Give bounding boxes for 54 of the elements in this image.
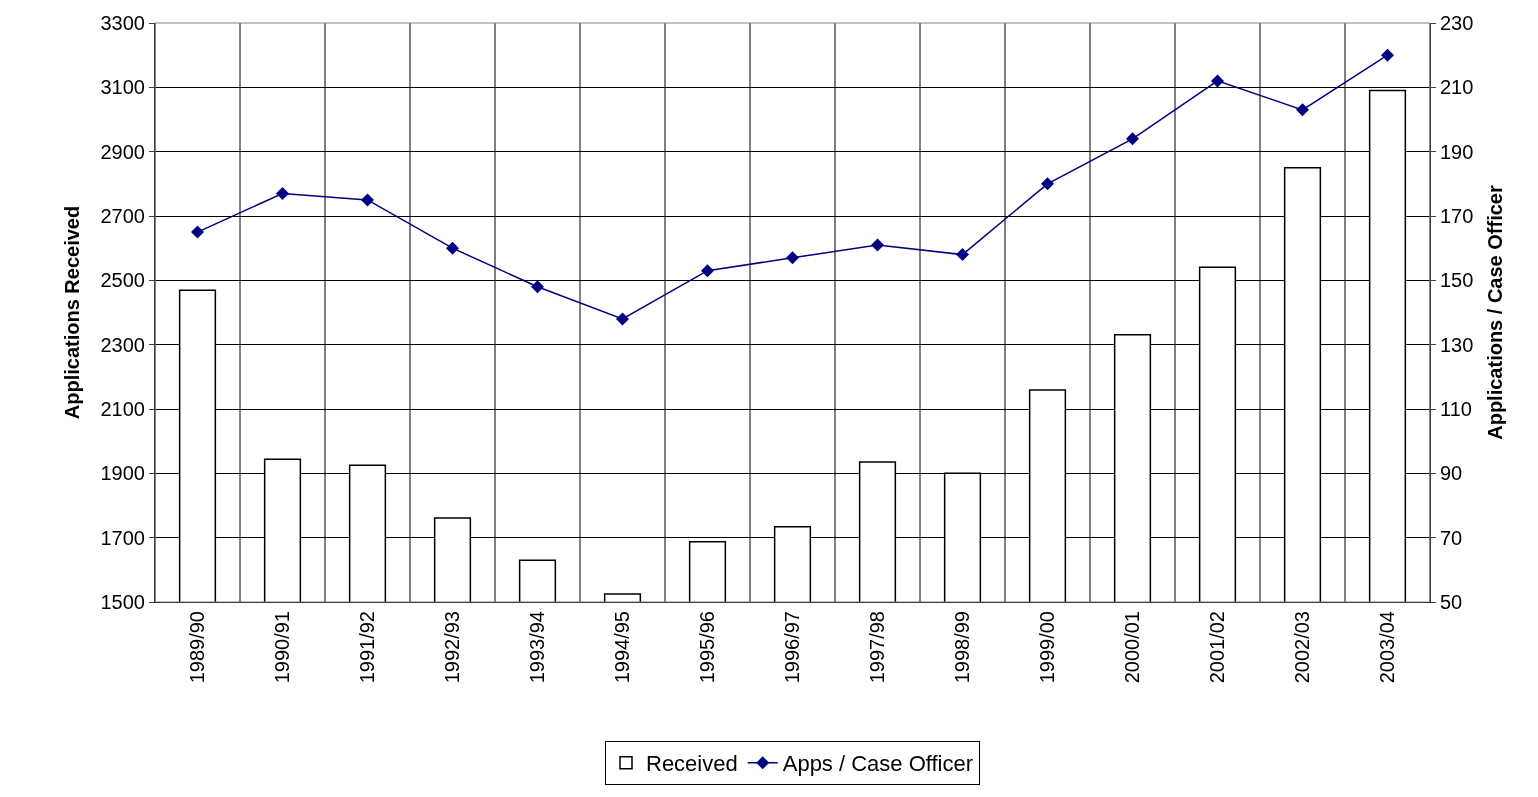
y2-tick-label: 70 <box>1440 526 1463 549</box>
x-tick-label: 1996/97 <box>781 611 803 684</box>
legend-label: Received <box>646 751 738 777</box>
y-tick-label: 2700 <box>100 205 145 227</box>
point <box>446 241 459 255</box>
y-tick-label: 1900 <box>100 462 145 485</box>
y2-tick-label: 230 <box>1440 12 1474 34</box>
y2-tick-label: 150 <box>1440 269 1474 292</box>
point <box>361 193 374 207</box>
y2-tick-label: 210 <box>1440 76 1474 99</box>
x-tick-label: 2003/04 <box>1376 611 1398 684</box>
y2-tick-label: 50 <box>1440 591 1463 613</box>
y2-tick-label: 190 <box>1440 140 1474 163</box>
point <box>1211 74 1224 88</box>
point <box>191 225 204 239</box>
x-tick-label: 1994/95 <box>611 611 633 684</box>
point <box>276 186 289 200</box>
y-tick-label: 1500 <box>100 591 145 613</box>
x-tick-label: 1990/91 <box>271 611 293 684</box>
y-tick-label: 2900 <box>100 140 145 163</box>
point <box>786 251 799 265</box>
point <box>701 264 714 278</box>
x-tick-label: 2002/03 <box>1291 611 1313 684</box>
y-axis-title: Applications Received <box>61 205 83 420</box>
x-tick-label: 2000/01 <box>1121 611 1143 684</box>
y2-tick-label: 110 <box>1440 398 1472 420</box>
y-tick-label: 2300 <box>100 333 145 356</box>
y-tick-label: 1700 <box>100 526 145 549</box>
x-tick-label: 1989/90 <box>186 611 208 684</box>
point <box>871 238 884 252</box>
y-tick-label: 3100 <box>100 76 145 99</box>
x-tick-label: 1999/00 <box>1036 611 1058 684</box>
point <box>1126 132 1139 146</box>
y2-axis-title: Applications / Case Officer <box>1483 185 1506 440</box>
point <box>956 248 969 262</box>
x-tick-label: 1992/93 <box>441 611 463 684</box>
point <box>1296 103 1309 117</box>
y2-tick-label: 90 <box>1440 462 1463 485</box>
legend-label: Apps / Case Officer <box>782 751 974 777</box>
x-tick-label: 1991/92 <box>356 611 378 684</box>
x-tick-label: 1997/98 <box>866 611 888 684</box>
y-tick-label: 2100 <box>100 398 145 420</box>
x-tick-label: 2001/02 <box>1206 611 1228 684</box>
x-tick-label: 1995/96 <box>696 611 718 684</box>
y2-tick-label: 130 <box>1440 333 1474 356</box>
point <box>1041 177 1054 191</box>
point <box>616 312 629 326</box>
x-tick-label: 1993/94 <box>526 611 548 684</box>
point <box>1381 48 1394 62</box>
y-tick-label: 3300 <box>100 12 145 34</box>
x-tick-label: 1998/99 <box>951 611 973 684</box>
point <box>531 280 544 294</box>
y2-tick-label: 170 <box>1440 205 1474 227</box>
y-tick-label: 2500 <box>100 269 145 292</box>
